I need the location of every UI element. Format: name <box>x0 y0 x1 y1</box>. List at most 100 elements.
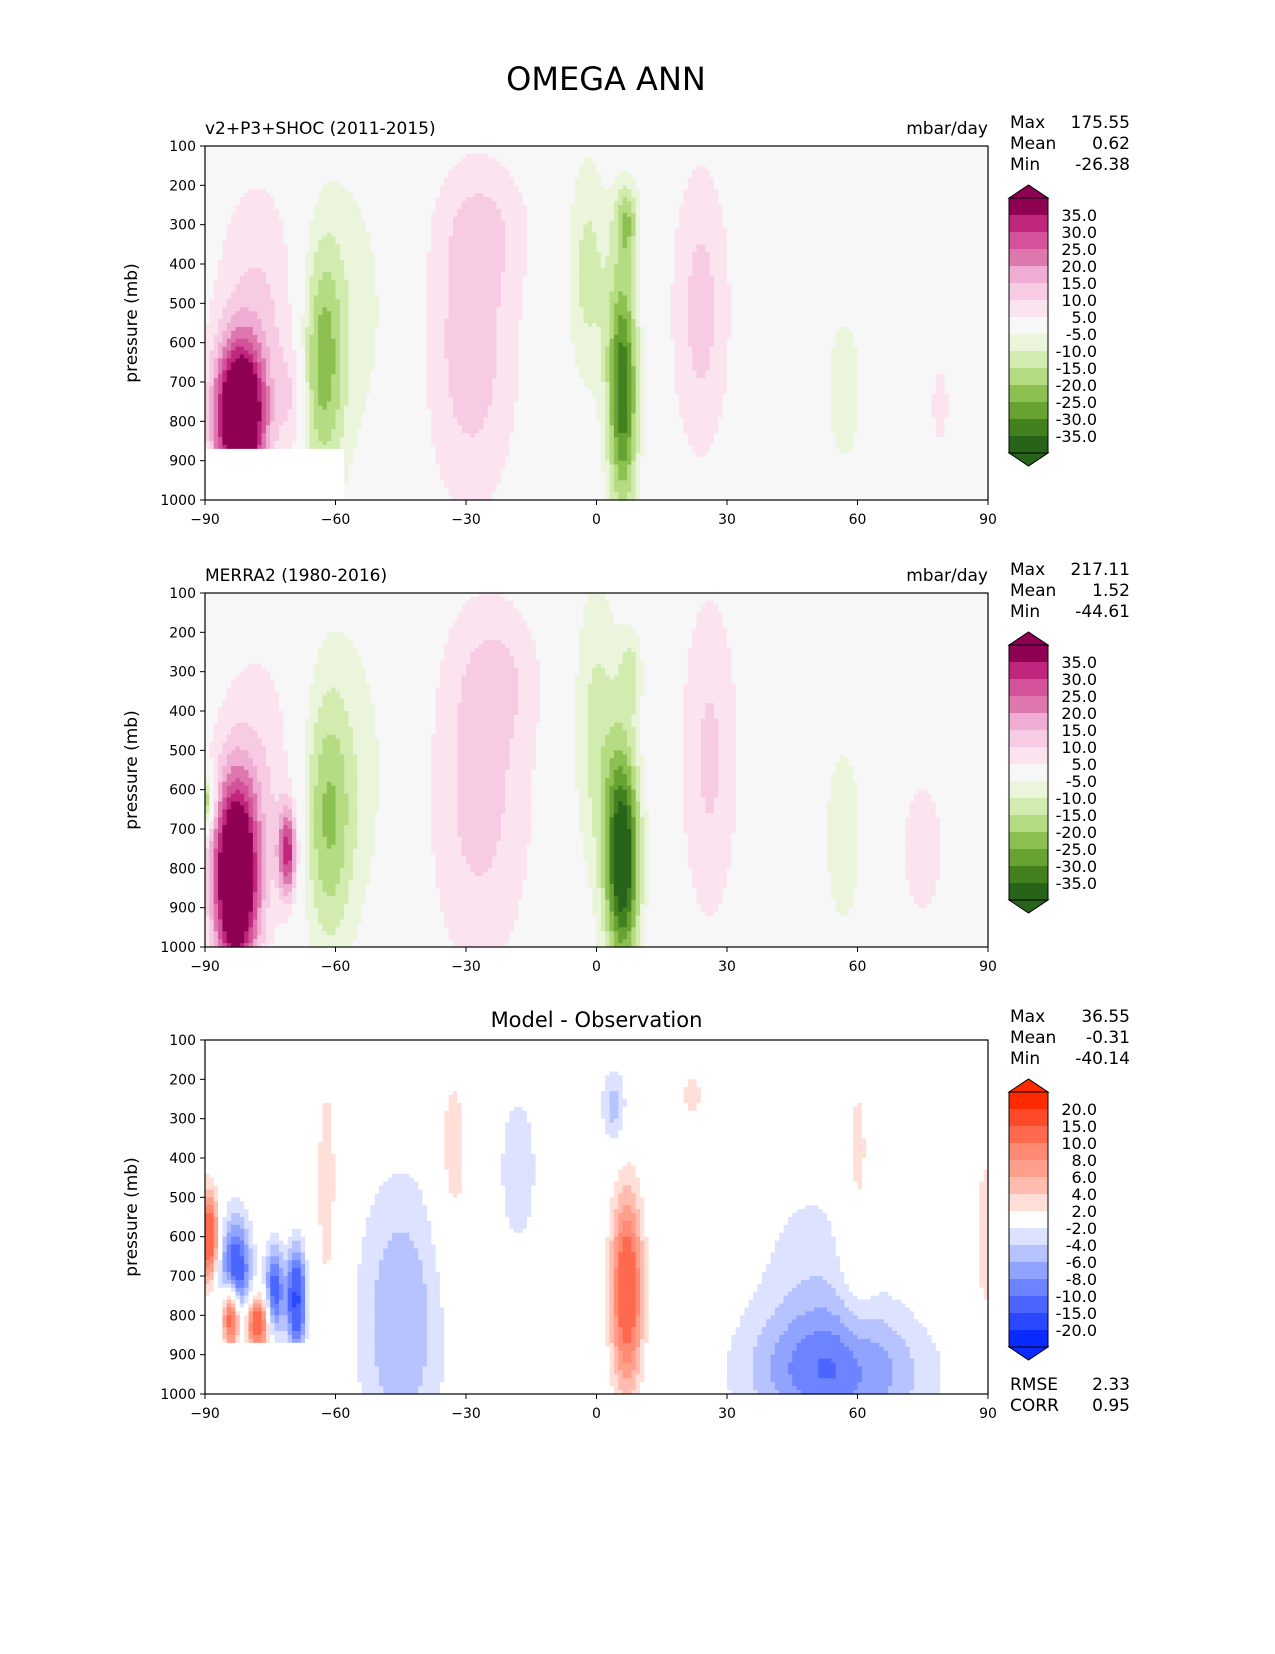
contour-cell <box>222 825 249 830</box>
contour-cell <box>270 433 279 438</box>
contour-cell <box>623 1107 689 1112</box>
contour-cell <box>684 766 702 771</box>
contour-cell <box>640 927 645 932</box>
contour-cell <box>644 382 675 387</box>
contour-cell <box>605 433 610 438</box>
contour-cell <box>266 857 280 862</box>
contour-cell <box>205 798 210 803</box>
contour-cell <box>601 778 606 783</box>
contour-cell <box>357 805 379 810</box>
contour-cell <box>305 421 310 426</box>
stat-value: 175.55 <box>1071 113 1130 133</box>
contour-cell <box>640 636 693 641</box>
contour-cell <box>370 872 436 877</box>
contour-cell <box>370 244 432 249</box>
contour-cell <box>296 429 305 434</box>
contour-cell <box>279 872 284 877</box>
contour-cell <box>831 347 858 352</box>
contour-cell <box>675 268 693 273</box>
contour-cell <box>527 256 571 261</box>
contour-cell <box>244 794 249 799</box>
contour-cell <box>301 841 306 846</box>
contour-cell <box>601 900 606 905</box>
contour-cell <box>309 319 314 324</box>
contour-cell <box>684 707 706 712</box>
contour-cell <box>945 382 989 387</box>
contour-cell <box>688 307 715 312</box>
colorbar-band <box>1009 232 1048 250</box>
contour-cell <box>723 394 832 399</box>
contour-cell <box>636 299 641 304</box>
contour-cell <box>636 181 689 186</box>
contour-cell <box>940 825 988 830</box>
contour-cell <box>640 790 645 795</box>
contour-cell <box>322 272 331 277</box>
contour-cell <box>675 256 693 261</box>
contour-cell <box>257 900 262 905</box>
contour-cell <box>231 766 245 771</box>
contour-cell <box>592 904 601 909</box>
contour-cell <box>514 181 576 186</box>
contour-cell <box>318 766 345 771</box>
contour-cell <box>275 315 293 320</box>
contour-cell <box>610 1107 619 1112</box>
contour-cell <box>305 433 310 438</box>
contour-cell <box>283 236 310 241</box>
contour-cell <box>618 672 636 677</box>
contour-cell <box>588 750 602 755</box>
contour-cell <box>496 351 518 356</box>
contour-cell <box>644 821 649 826</box>
contour-cell <box>344 488 449 493</box>
contour-cell <box>601 256 606 261</box>
contour-cell <box>588 699 636 704</box>
contour-cell <box>727 233 989 238</box>
contour-cell <box>640 640 693 645</box>
contour-cell <box>514 425 602 430</box>
contour-cell <box>331 331 340 336</box>
contour-cell <box>349 805 358 810</box>
contour-cell <box>288 366 297 371</box>
contour-cell <box>684 821 737 826</box>
contour-cell <box>309 805 314 810</box>
contour-cell <box>205 1087 606 1092</box>
contour-cell <box>831 429 858 434</box>
contour-cell <box>292 794 306 799</box>
contour-cell <box>592 672 606 677</box>
contour-cell <box>679 410 723 415</box>
contour-cell <box>627 378 632 383</box>
contour-cell <box>318 370 336 375</box>
contour-cell <box>379 762 432 767</box>
contour-cell <box>349 469 441 474</box>
contour-cell <box>257 923 262 928</box>
contour-cell <box>501 833 532 838</box>
contour-cell <box>618 1071 988 1076</box>
contour-cell <box>731 327 840 332</box>
contour-cell <box>601 1115 610 1120</box>
contour-cell <box>318 358 336 363</box>
contour-cell <box>431 837 462 842</box>
contour-cell <box>205 492 345 497</box>
contour-cell <box>588 786 602 791</box>
contour-cell <box>605 425 610 430</box>
contour-cell <box>627 888 632 893</box>
contour-cell <box>701 742 719 747</box>
contour-cell <box>858 798 915 803</box>
contour-cell <box>636 821 641 826</box>
contour-cell <box>205 624 454 629</box>
contour-cell <box>270 417 275 422</box>
contour-cell <box>518 390 593 395</box>
contour-cell <box>536 746 576 751</box>
contour-cell <box>262 845 267 850</box>
contour-cell <box>679 213 723 218</box>
contour-cell <box>292 817 297 822</box>
contour-cell <box>631 331 636 336</box>
contour-cell <box>605 919 610 924</box>
contour-cell <box>858 833 906 838</box>
contour-cell <box>597 248 611 253</box>
contour-cell <box>492 382 519 387</box>
contour-cell <box>296 849 301 854</box>
contour-cell <box>527 229 571 234</box>
contour-cell <box>605 1127 623 1132</box>
contour-cell <box>279 331 293 336</box>
contour-cell <box>257 868 262 873</box>
